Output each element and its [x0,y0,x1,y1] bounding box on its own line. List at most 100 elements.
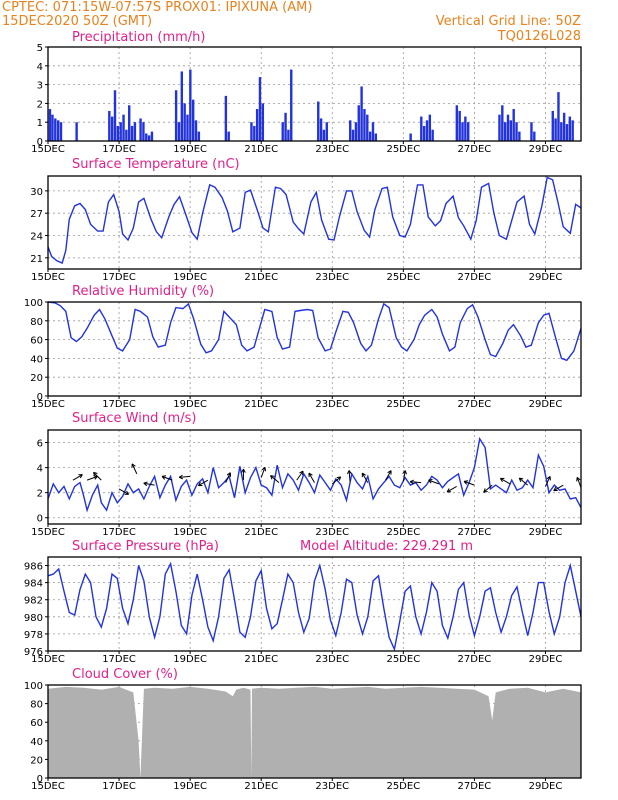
rh-ytick-label: 0 [37,392,43,403]
precip-bar [281,122,284,141]
wind-vector-head [143,482,148,487]
temp-xtick-label: 21DEC [244,272,278,283]
wind-vector-head [348,470,352,475]
pressure-panel: 976 978 980 982 984 986 15DEC 17DEC 19DEC 21DEC 23… [24,556,582,665]
precip-bar [51,114,54,141]
precip-bar [351,129,355,141]
rh-ytick-label: 80 [30,317,43,328]
wind-vector-head [409,481,414,485]
wind-vector-shaft [93,472,102,481]
temp-ytick-label: 27 [30,209,43,220]
wind-vector-head [270,475,275,477]
wind-xtick-label: 15DEC [31,527,65,538]
cloud-xtick-label: 27DEC [458,781,492,792]
wind-vector-arrow [428,479,440,485]
wind-vector-arrow [93,471,102,481]
precip-bar [363,109,366,141]
rh-xtick-label: 29DEC [529,399,563,410]
wind-vector-shaft [331,476,342,485]
pressure-series-line [47,561,582,652]
wind-vector-shaft [72,474,83,481]
precip-bar [374,133,378,141]
precip-ytick-label: 2 [37,99,43,110]
precip-bar [255,109,259,141]
rh-ytick-label: 20 [30,373,43,384]
precip-bar [197,131,201,141]
wind-vector-head [576,477,578,482]
wind-vector-head [463,480,469,482]
precip-bar [464,116,467,141]
temp-xtick-label: 23DEC [315,272,349,283]
model-altitude-annotation: Model Altitude: 229.291 m [300,539,473,554]
precip-bar [253,125,256,141]
precip-ytick-label: 5 [37,43,43,54]
temp-series-line [47,176,582,264]
precip-bar [533,131,536,141]
cloud-xtick-label: 29DEC [529,781,563,792]
rh-xtick-label: 15DEC [31,399,65,410]
precip-bar [227,131,230,141]
wind-vector-shaft [179,475,191,478]
cloud-title: Cloud Cover (%) [72,667,178,682]
wind-series-line [47,436,582,513]
precip-ytick-label: 1 [37,118,43,129]
rh-series-line [47,301,582,362]
rh-xtick-label: 21DEC [244,399,278,410]
precip-bar [128,105,131,141]
precip-bar [461,122,464,141]
wind-vector-head [270,475,273,480]
wind-vector-arrow [402,470,407,482]
precip-bar [287,129,290,141]
pressure-xtick-label: 17DEC [102,654,136,665]
precip-bar [54,118,57,141]
wind-vector-head [483,490,488,493]
rh-ytick-label: 100 [24,298,43,309]
wind-vector-head [131,463,136,467]
wind-vector-shaft [296,470,304,481]
cloud-xtick-label: 17DEC [102,781,136,792]
wind-vector-shaft [402,470,406,482]
wind-vector-arrow [361,472,369,483]
rh-xtick-label: 19DEC [173,399,207,410]
wind-xtick-label: 27DEC [458,527,492,538]
precip-bar [191,99,195,141]
cloud-xtick-label: 21DEC [244,781,278,792]
precip-bar [147,135,151,141]
precip-bar [150,131,154,141]
wind-vector-shaft [463,480,475,486]
wind-vector-head [126,490,130,495]
wind-vector-head [402,470,406,474]
rh-ytick-label: 60 [30,336,43,347]
precip-xtick-label: 17DEC [102,144,136,155]
precip-bar [428,114,432,141]
pressure-ytick-label: 980 [24,613,43,624]
precip-bar [551,110,554,141]
wind-vector-head [197,481,201,486]
wind-vector-head [241,468,244,473]
wind-vector-arrow [308,472,315,483]
wind-vector-shaft [428,479,440,485]
wind-vector-arrow [270,475,280,484]
pressure-xtick-label: 19DEC [173,654,207,665]
pressure-xtick-label: 25DEC [386,654,420,665]
wind-vector-arrow [553,484,564,492]
precip-bar [409,133,412,141]
precip-bar [557,92,560,141]
pressure-xtick-label: 21DEC [244,654,278,665]
wind-vector-head [499,478,503,483]
header-model-id: TQ0126L028 [497,29,581,44]
wind-xtick-label: 29DEC [529,527,563,538]
precip-xtick-label: 19DEC [173,144,207,155]
precip-bar [59,122,63,141]
header-location: CPTEC: 071:15W-07:57S PROX01: IPIXUNA (A… [2,0,312,15]
precip-bar [458,110,461,141]
wind-vector-arrow [131,463,138,475]
wind-vector-head [93,471,98,474]
wind-vector-arrow [197,479,209,487]
precip-bar [317,101,320,141]
wind-vector-shaft [553,484,564,492]
precip-ytick-label: 3 [37,81,43,92]
wind-vector-head [94,476,98,480]
rh-xtick-label: 27DEC [458,399,492,410]
wind-vector-arrow [499,477,511,485]
